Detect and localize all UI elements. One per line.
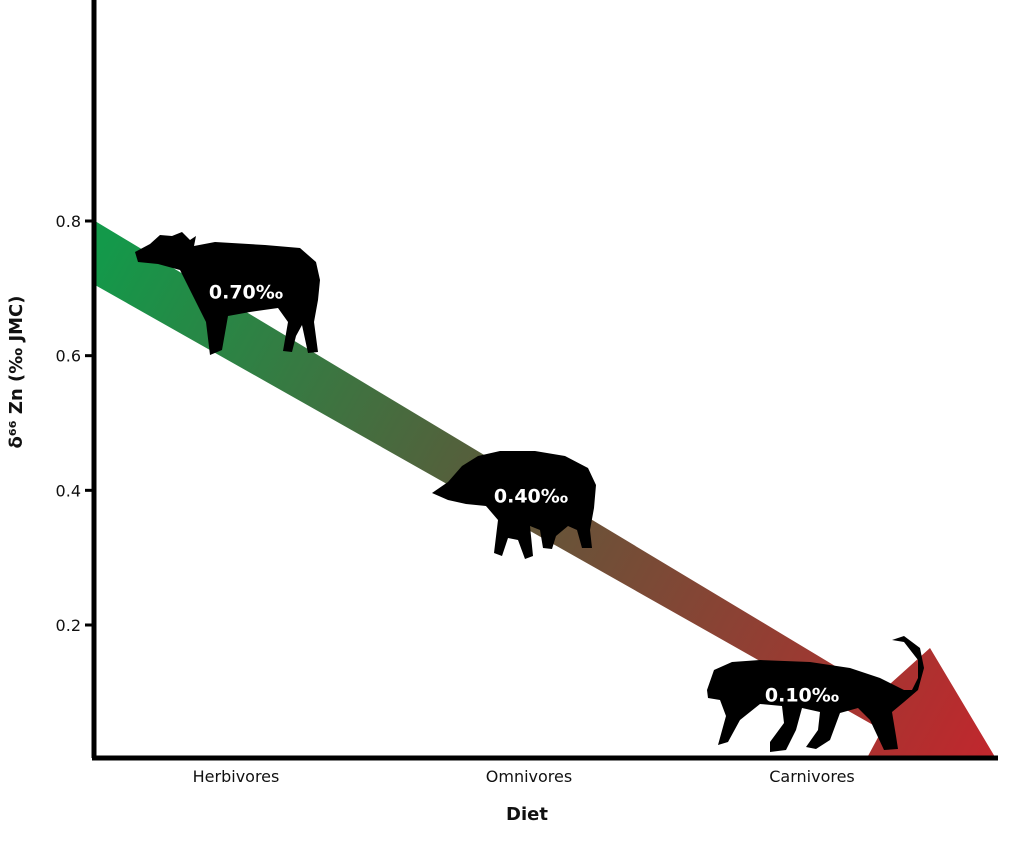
x-categories: Herbivores Omnivores Carnivores — [193, 767, 855, 786]
x-category-label: Carnivores — [769, 767, 855, 786]
y-tick-label: 0.2 — [56, 616, 81, 635]
boar-silhouette-icon — [432, 451, 596, 559]
x-axis-title: Diet — [506, 804, 548, 825]
y-tick-label: 0.6 — [56, 347, 81, 366]
x-category-label: Herbivores — [193, 767, 280, 786]
data-value-label: 0.40‰ — [494, 486, 568, 508]
x-category-label: Omnivores — [486, 767, 572, 786]
data-value-label: 0.70‰ — [209, 282, 283, 304]
y-axis-title: δ⁶⁶ Zn (‰ JMC) — [6, 296, 27, 449]
y-tick-label: 0.4 — [56, 481, 81, 500]
data-value-label: 0.10‰ — [765, 684, 839, 706]
y-ticks: 0.2 0.4 0.6 0.8 — [56, 212, 94, 635]
leopard-silhouette-icon — [707, 636, 924, 752]
buffalo-silhouette-icon — [135, 232, 320, 355]
y-tick-label: 0.8 — [56, 212, 81, 231]
trend-arrow — [95, 221, 995, 757]
data-labels: 0.70‰ 0.40‰ 0.10‰ — [209, 282, 839, 707]
